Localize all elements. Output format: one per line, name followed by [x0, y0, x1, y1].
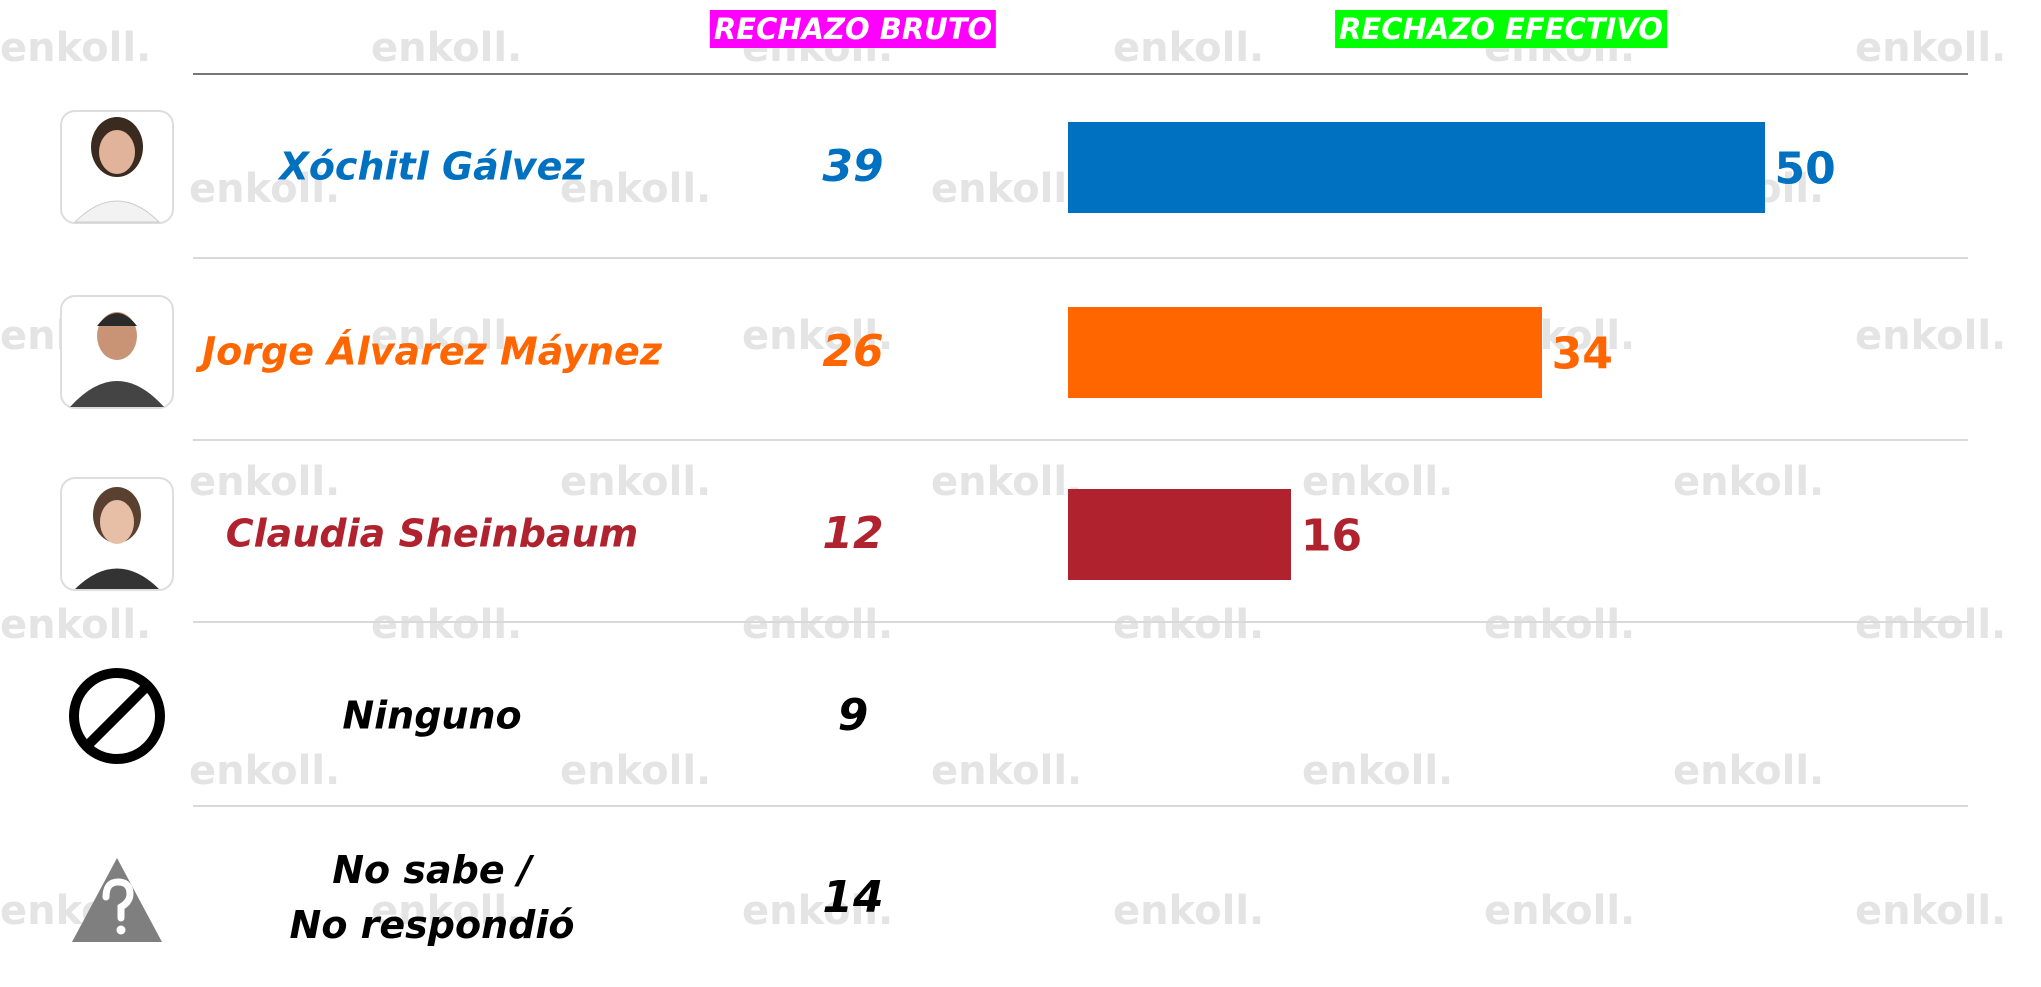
bar	[1068, 122, 1765, 213]
raw-value: 26	[822, 320, 883, 384]
photo-icon	[61, 296, 173, 408]
category-label: Claudia Sheinbaum	[226, 506, 638, 561]
category-label: Ninguno	[342, 688, 521, 743]
unknown-icon	[72, 858, 162, 942]
category-label: Xóchitl Gálvez	[280, 139, 585, 194]
bar-value-label: 50	[1775, 144, 1836, 195]
raw-value: 9	[838, 684, 869, 748]
bar	[1068, 489, 1291, 580]
bar-value-label: 16	[1301, 511, 1362, 562]
column-header: RECHAZO BRUTO	[710, 10, 996, 48]
category-label: No sabe / No respondió	[290, 843, 575, 953]
raw-value: 12	[822, 502, 883, 566]
raw-value: 14	[822, 866, 883, 930]
category-label: Jorge Álvarez Máynez	[202, 324, 662, 379]
none-icon	[74, 673, 160, 759]
raw-value: 39	[822, 135, 883, 199]
column-header: RECHAZO EFECTIVO	[1335, 10, 1667, 48]
photo-icon	[61, 111, 173, 223]
bar-value-label: 34	[1552, 329, 1613, 380]
photo-icon	[61, 478, 173, 590]
bar	[1068, 307, 1542, 398]
chart: enkoll.enkoll.enkoll.enkoll.enkoll.enkol…	[0, 0, 2041, 987]
